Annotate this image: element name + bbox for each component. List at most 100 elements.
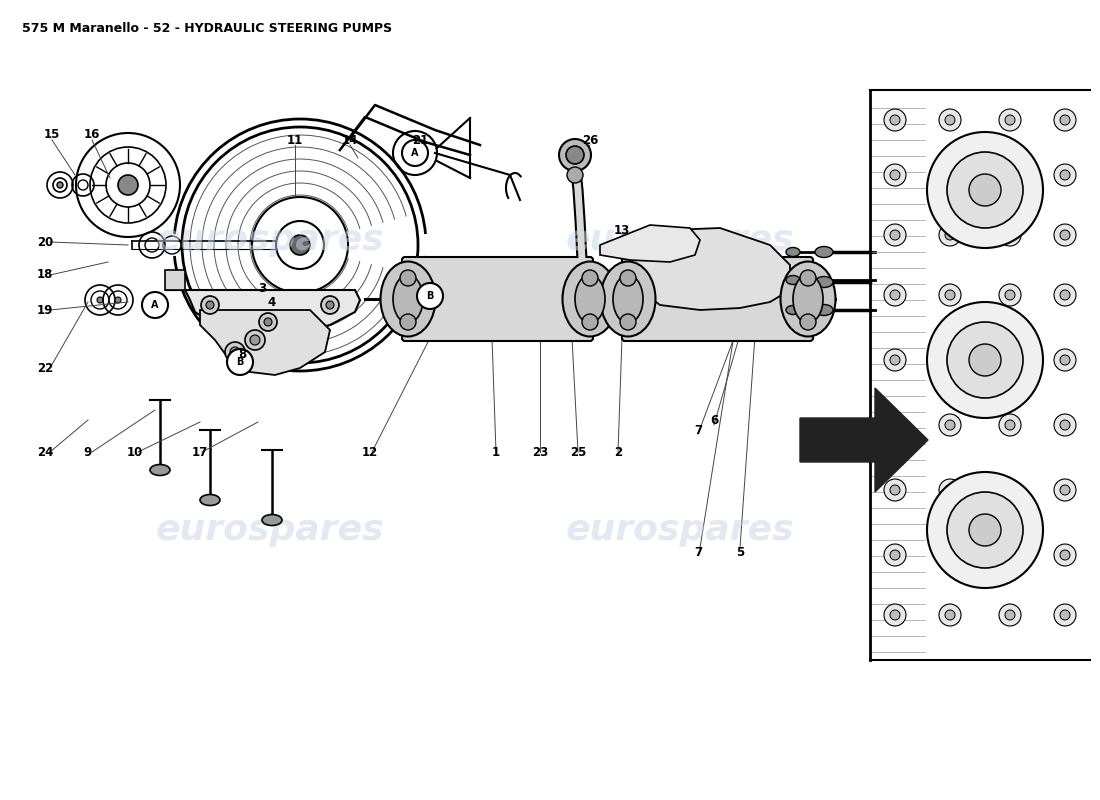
Circle shape <box>1054 604 1076 626</box>
Text: 15: 15 <box>44 129 60 142</box>
Text: 1: 1 <box>492 446 500 458</box>
Circle shape <box>884 349 906 371</box>
Circle shape <box>142 292 168 318</box>
Ellipse shape <box>601 262 656 337</box>
Text: 14: 14 <box>342 134 359 146</box>
Circle shape <box>884 544 906 566</box>
Text: 575 M Maranello - 52 - HYDRAULIC STEERING PUMPS: 575 M Maranello - 52 - HYDRAULIC STEERIN… <box>22 22 392 35</box>
Circle shape <box>1005 485 1015 495</box>
Polygon shape <box>165 270 185 290</box>
Circle shape <box>939 224 961 246</box>
Circle shape <box>939 604 961 626</box>
Text: 20: 20 <box>37 235 53 249</box>
Circle shape <box>947 322 1023 398</box>
Circle shape <box>620 314 636 330</box>
Ellipse shape <box>262 514 282 526</box>
Circle shape <box>1060 550 1070 560</box>
Circle shape <box>969 174 1001 206</box>
Circle shape <box>999 164 1021 186</box>
Circle shape <box>999 479 1021 501</box>
Circle shape <box>939 109 961 131</box>
Circle shape <box>1054 284 1076 306</box>
Text: 9: 9 <box>84 446 92 458</box>
Circle shape <box>1005 420 1015 430</box>
Polygon shape <box>630 228 790 310</box>
Circle shape <box>1060 290 1070 300</box>
Circle shape <box>582 270 598 286</box>
Circle shape <box>999 284 1021 306</box>
Ellipse shape <box>786 275 800 285</box>
Circle shape <box>884 164 906 186</box>
Text: 3: 3 <box>257 282 266 294</box>
Text: B: B <box>236 357 244 367</box>
Circle shape <box>1054 109 1076 131</box>
Ellipse shape <box>562 262 617 337</box>
Polygon shape <box>600 225 700 262</box>
Text: 7: 7 <box>694 423 702 437</box>
Circle shape <box>1060 355 1070 365</box>
Text: 2: 2 <box>614 446 623 458</box>
Circle shape <box>1005 550 1015 560</box>
Circle shape <box>321 296 339 314</box>
Text: 13: 13 <box>614 223 630 237</box>
Circle shape <box>890 230 900 240</box>
Circle shape <box>1005 115 1015 125</box>
Circle shape <box>945 115 955 125</box>
Circle shape <box>890 420 900 430</box>
Circle shape <box>999 109 1021 131</box>
Circle shape <box>969 344 1001 376</box>
Circle shape <box>201 296 219 314</box>
Circle shape <box>927 132 1043 248</box>
Ellipse shape <box>815 246 833 258</box>
Circle shape <box>939 284 961 306</box>
Text: 25: 25 <box>570 446 586 458</box>
Text: 23: 23 <box>532 446 548 458</box>
Text: B: B <box>427 291 433 301</box>
Text: eurospares: eurospares <box>565 513 794 547</box>
Circle shape <box>947 152 1023 228</box>
Circle shape <box>402 140 428 166</box>
Circle shape <box>945 485 955 495</box>
Circle shape <box>1054 544 1076 566</box>
Text: 22: 22 <box>37 362 53 374</box>
Circle shape <box>947 492 1023 568</box>
Circle shape <box>1060 610 1070 620</box>
Circle shape <box>945 290 955 300</box>
Circle shape <box>1005 290 1015 300</box>
Circle shape <box>57 182 63 188</box>
Circle shape <box>400 270 416 286</box>
Circle shape <box>800 314 816 330</box>
Circle shape <box>410 148 420 158</box>
Circle shape <box>1060 485 1070 495</box>
Text: 4: 4 <box>268 295 276 309</box>
Circle shape <box>417 283 443 309</box>
Circle shape <box>620 270 636 286</box>
Circle shape <box>582 314 598 330</box>
Text: 6: 6 <box>710 414 718 426</box>
Circle shape <box>890 170 900 180</box>
Circle shape <box>890 610 900 620</box>
Text: 17: 17 <box>191 446 208 458</box>
Circle shape <box>230 347 240 357</box>
Circle shape <box>939 479 961 501</box>
Circle shape <box>1060 230 1070 240</box>
Circle shape <box>884 479 906 501</box>
Ellipse shape <box>781 262 836 337</box>
Circle shape <box>258 313 277 331</box>
Circle shape <box>1060 420 1070 430</box>
Circle shape <box>884 604 906 626</box>
Circle shape <box>118 175 138 195</box>
Text: A: A <box>411 148 419 158</box>
Circle shape <box>226 342 245 362</box>
Text: 11: 11 <box>287 134 304 146</box>
Circle shape <box>945 550 955 560</box>
Text: 24: 24 <box>36 446 53 458</box>
Circle shape <box>884 284 906 306</box>
Text: 21: 21 <box>411 134 428 146</box>
Circle shape <box>890 355 900 365</box>
Circle shape <box>559 139 591 171</box>
Circle shape <box>969 514 1001 546</box>
Circle shape <box>890 550 900 560</box>
Ellipse shape <box>793 275 823 323</box>
Circle shape <box>927 302 1043 418</box>
